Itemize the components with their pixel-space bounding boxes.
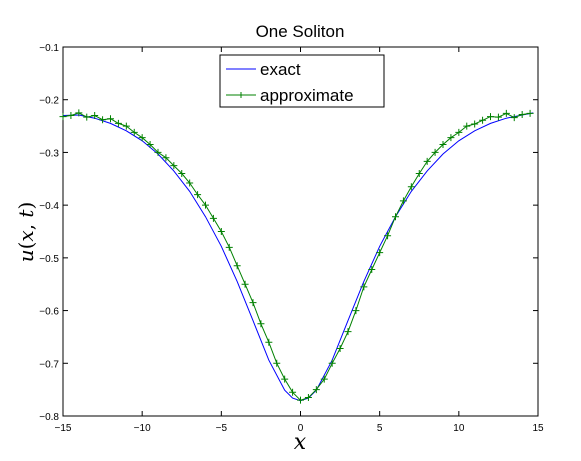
y-tick-label: −0.6 (39, 307, 59, 318)
y-tick-label: −0.8 (39, 412, 59, 423)
data-point-approximate (170, 162, 178, 170)
x-tick-label: 10 (453, 423, 465, 434)
y-axis-label: u(x, t) (14, 202, 38, 263)
data-point-approximate (423, 157, 431, 165)
data-point-approximate (431, 148, 439, 156)
y-axis-label-part: x (14, 230, 38, 241)
data-point-approximate (83, 113, 91, 121)
data-point-approximate (257, 320, 265, 328)
chart-title: One Soliton (256, 22, 345, 41)
data-point-approximate (392, 213, 399, 221)
data-point-approximate (447, 134, 455, 142)
y-tick-label: −0.7 (39, 359, 59, 370)
data-point-approximate (510, 114, 518, 122)
data-point-approximate (114, 119, 122, 127)
data-point-approximate (130, 128, 138, 136)
data-point-approximate (225, 243, 233, 251)
data-point-approximate (209, 214, 217, 222)
data-point-approximate (344, 328, 352, 336)
x-tick-label: −5 (216, 423, 228, 434)
series-line-approximate (62, 112, 531, 401)
legend-marker-approximate (238, 92, 244, 98)
data-point-approximate (99, 116, 107, 124)
y-tick-label: −0.2 (39, 96, 59, 107)
data-point-approximate (162, 154, 170, 162)
data-point-approximate (463, 122, 471, 130)
data-point-approximate (297, 396, 304, 404)
data-point-approximate (487, 113, 494, 121)
data-point-approximate (352, 307, 360, 315)
data-point-approximate (178, 170, 186, 178)
data-point-approximate (376, 249, 384, 257)
y-axis-label-part: , (14, 218, 38, 231)
data-point-approximate (336, 345, 344, 353)
legend-label-approximate: approximate (260, 86, 354, 105)
data-point-approximate (67, 112, 75, 120)
data-point-approximate (320, 375, 328, 383)
y-tick-label: −0.5 (39, 254, 59, 265)
data-point-approximate (186, 179, 194, 187)
axis-ticks: −15 −10 −5 0 5 10 15 −0.8 −0.7 −0.6 −0.5 −0.4 −0.3 −0… (39, 43, 544, 434)
legend: exact approximate (219, 54, 385, 108)
data-point-approximate (249, 299, 257, 307)
y-axis-label-part: ( (14, 242, 38, 250)
data-point-approximate (273, 359, 281, 367)
data-point-approximate (154, 148, 162, 156)
x-tick-label: 0 (298, 423, 304, 434)
data-point-approximate (304, 394, 312, 402)
data-point-approximate (241, 280, 249, 288)
x-tick-label: 5 (377, 423, 383, 434)
plot-series (59, 109, 534, 404)
data-point-approximate (502, 109, 510, 117)
plot-area-frame (62, 46, 539, 417)
data-point-approximate (518, 110, 526, 118)
data-point-approximate (494, 113, 502, 121)
data-point-approximate (399, 197, 407, 205)
data-point-approximate (312, 386, 320, 394)
y-axis-label-part: t (14, 209, 38, 218)
data-point-approximate (360, 283, 368, 291)
data-point-approximate (455, 128, 463, 136)
data-point-approximate (59, 113, 67, 121)
data-point-approximate (233, 262, 241, 270)
data-point-approximate (217, 228, 225, 235)
x-tick-label: 15 (532, 423, 544, 434)
data-point-approximate (122, 122, 130, 130)
x-tick-label: −10 (134, 423, 151, 434)
data-point-approximate (384, 232, 392, 240)
data-point-approximate (91, 112, 99, 120)
data-point-approximate (107, 115, 114, 123)
data-point-approximate (439, 141, 447, 149)
data-point-approximate (526, 109, 534, 117)
y-axis-label-part: u (14, 249, 38, 262)
data-point-approximate (202, 201, 209, 209)
y-axis-label-part: ) (14, 202, 38, 210)
data-point-approximate (75, 109, 83, 117)
data-point-approximate (415, 170, 423, 178)
data-point-approximate (138, 134, 146, 142)
data-point-approximate (265, 338, 273, 346)
legend-label-exact: exact (260, 60, 301, 79)
data-point-approximate (407, 183, 415, 191)
legend-box (219, 54, 385, 108)
y-tick-label: −0.4 (39, 201, 59, 212)
x-tick-label: −15 (55, 423, 72, 434)
data-point-approximate (368, 265, 376, 273)
data-point-approximate (479, 116, 487, 124)
y-tick-label: −0.3 (39, 148, 59, 159)
y-tick-label: −0.1 (39, 43, 59, 54)
data-point-approximate (194, 191, 202, 199)
data-point-approximate (471, 120, 479, 128)
data-point-approximate (328, 359, 336, 367)
x-axis-label: x (294, 430, 307, 455)
data-point-approximate (289, 388, 297, 396)
data-point-approximate (281, 375, 289, 383)
data-point-approximate (146, 141, 154, 149)
